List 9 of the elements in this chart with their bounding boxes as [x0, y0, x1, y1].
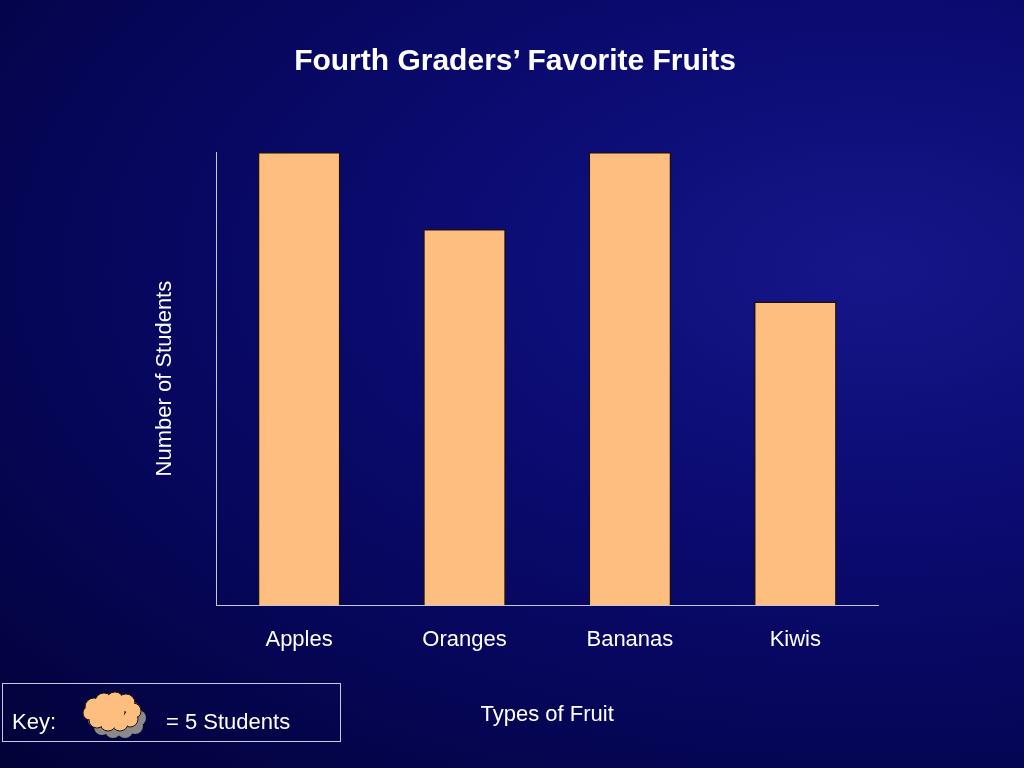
chart-title: Fourth Graders’ Favorite Fruits	[294, 43, 736, 77]
x-axis-title: Types of Fruit	[480, 700, 614, 726]
y-axis-title: Number of Students	[151, 280, 177, 477]
text: = 5 Students	[166, 709, 291, 735]
x-tick-label: Bananas	[586, 626, 674, 652]
x-tick-label: Oranges	[422, 626, 507, 652]
x-tick-label: Kiwis	[769, 626, 821, 652]
x-tick-label: Apples	[265, 626, 333, 652]
text: Key:	[12, 709, 57, 735]
